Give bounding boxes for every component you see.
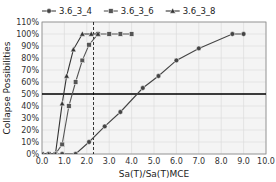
x-tick-label: 5.0: [148, 157, 161, 166]
x-tick-label: 10.0: [257, 157, 275, 166]
grid-line: [176, 22, 177, 154]
grid-line: [154, 22, 155, 154]
chart: 0.01.02.03.04.05.06.07.08.09.010.00%10%2…: [0, 0, 276, 182]
point: [46, 152, 51, 154]
point: [87, 43, 92, 48]
point: [156, 74, 161, 79]
point: [60, 142, 65, 147]
grid-line: [221, 22, 222, 154]
y-tick-label: 30%: [21, 114, 39, 123]
point: [107, 32, 112, 37]
point: [230, 32, 235, 37]
grid-line: [42, 94, 266, 95]
point: [174, 58, 179, 63]
point: [73, 80, 78, 85]
reference-hline: [42, 93, 266, 95]
grid-line: [131, 22, 132, 154]
point: [118, 110, 123, 115]
point: [53, 152, 58, 154]
reference-vline: [93, 22, 94, 154]
plot-area: [42, 22, 266, 154]
point: [42, 151, 45, 154]
grid-line: [243, 22, 244, 154]
grid-line: [198, 22, 199, 154]
series-line: [42, 34, 98, 154]
point: [80, 58, 85, 63]
grid-line: [42, 70, 266, 71]
x-tick-label: 1.0: [58, 157, 71, 166]
y-tick-label: 60%: [21, 78, 39, 87]
y-tick-label: 10%: [21, 138, 39, 147]
point: [64, 73, 70, 78]
x-tick-label: 3.0: [103, 157, 116, 166]
point: [129, 32, 134, 37]
point: [96, 32, 101, 37]
y-tick-label: 50%: [21, 90, 39, 99]
point: [140, 86, 145, 91]
grid-line: [42, 106, 266, 107]
x-tick-label: 2.0: [80, 157, 93, 166]
y-tick-label: 80%: [21, 54, 39, 63]
plot-frame: [42, 22, 266, 154]
y-tick-label: 40%: [21, 102, 39, 111]
grid-line: [42, 130, 266, 131]
y-tick-label: 100%: [16, 30, 39, 39]
plot-marks: [42, 22, 266, 154]
x-tick-label: 6.0: [170, 157, 183, 166]
x-axis-label: Sa(T)/Sa(T)MCE: [119, 169, 190, 179]
y-tick-label: 90%: [21, 42, 39, 51]
grid-line: [42, 142, 266, 143]
point: [88, 31, 94, 36]
legend-label: 3.6_3_4: [59, 6, 92, 16]
y-tick-label: 0%: [26, 150, 39, 159]
legend-marker: [170, 8, 176, 13]
point: [67, 104, 72, 109]
point: [46, 152, 51, 154]
point: [71, 47, 77, 52]
legend-marker: [109, 9, 114, 14]
point: [73, 152, 78, 154]
legend-marker: [47, 9, 52, 14]
legend-label: 3.6_3_6: [121, 6, 154, 16]
y-tick-label: 110%: [16, 18, 39, 27]
series-line: [42, 34, 244, 154]
series-line: [42, 34, 132, 154]
grid-line: [86, 22, 87, 154]
grid-line: [42, 58, 266, 59]
point: [196, 46, 201, 51]
x-tick-label: 7.0: [192, 157, 205, 166]
point: [80, 31, 86, 36]
point: [59, 101, 65, 106]
point: [46, 151, 52, 154]
point: [118, 32, 123, 37]
y-tick-label: 20%: [21, 126, 39, 135]
grid-line: [109, 22, 110, 154]
point: [87, 140, 92, 145]
point: [241, 32, 246, 37]
grid-line: [42, 118, 266, 119]
y-axis-label: Collapse Possibilities: [2, 41, 12, 134]
x-tick-label: 8.0: [215, 157, 228, 166]
x-tick-label: 4.0: [125, 157, 138, 166]
point: [53, 151, 59, 154]
point: [60, 152, 65, 154]
y-tick-label: 70%: [21, 66, 39, 75]
point: [53, 152, 58, 154]
legend-label: 3.6_3_8: [183, 6, 216, 16]
point: [102, 124, 107, 129]
point: [95, 31, 101, 36]
legend: 3.6_3_4 3.6_3_6 3.6_3_8: [42, 6, 216, 16]
x-tick-label: 9.0: [237, 157, 250, 166]
